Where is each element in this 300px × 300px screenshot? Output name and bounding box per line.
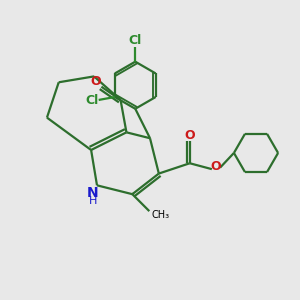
Text: O: O bbox=[210, 160, 221, 173]
Text: O: O bbox=[184, 129, 195, 142]
Text: Cl: Cl bbox=[85, 94, 99, 107]
Text: O: O bbox=[91, 75, 101, 88]
Text: Cl: Cl bbox=[129, 34, 142, 47]
Text: H: H bbox=[88, 196, 97, 206]
Text: N: N bbox=[87, 186, 98, 200]
Text: CH₃: CH₃ bbox=[152, 210, 169, 220]
